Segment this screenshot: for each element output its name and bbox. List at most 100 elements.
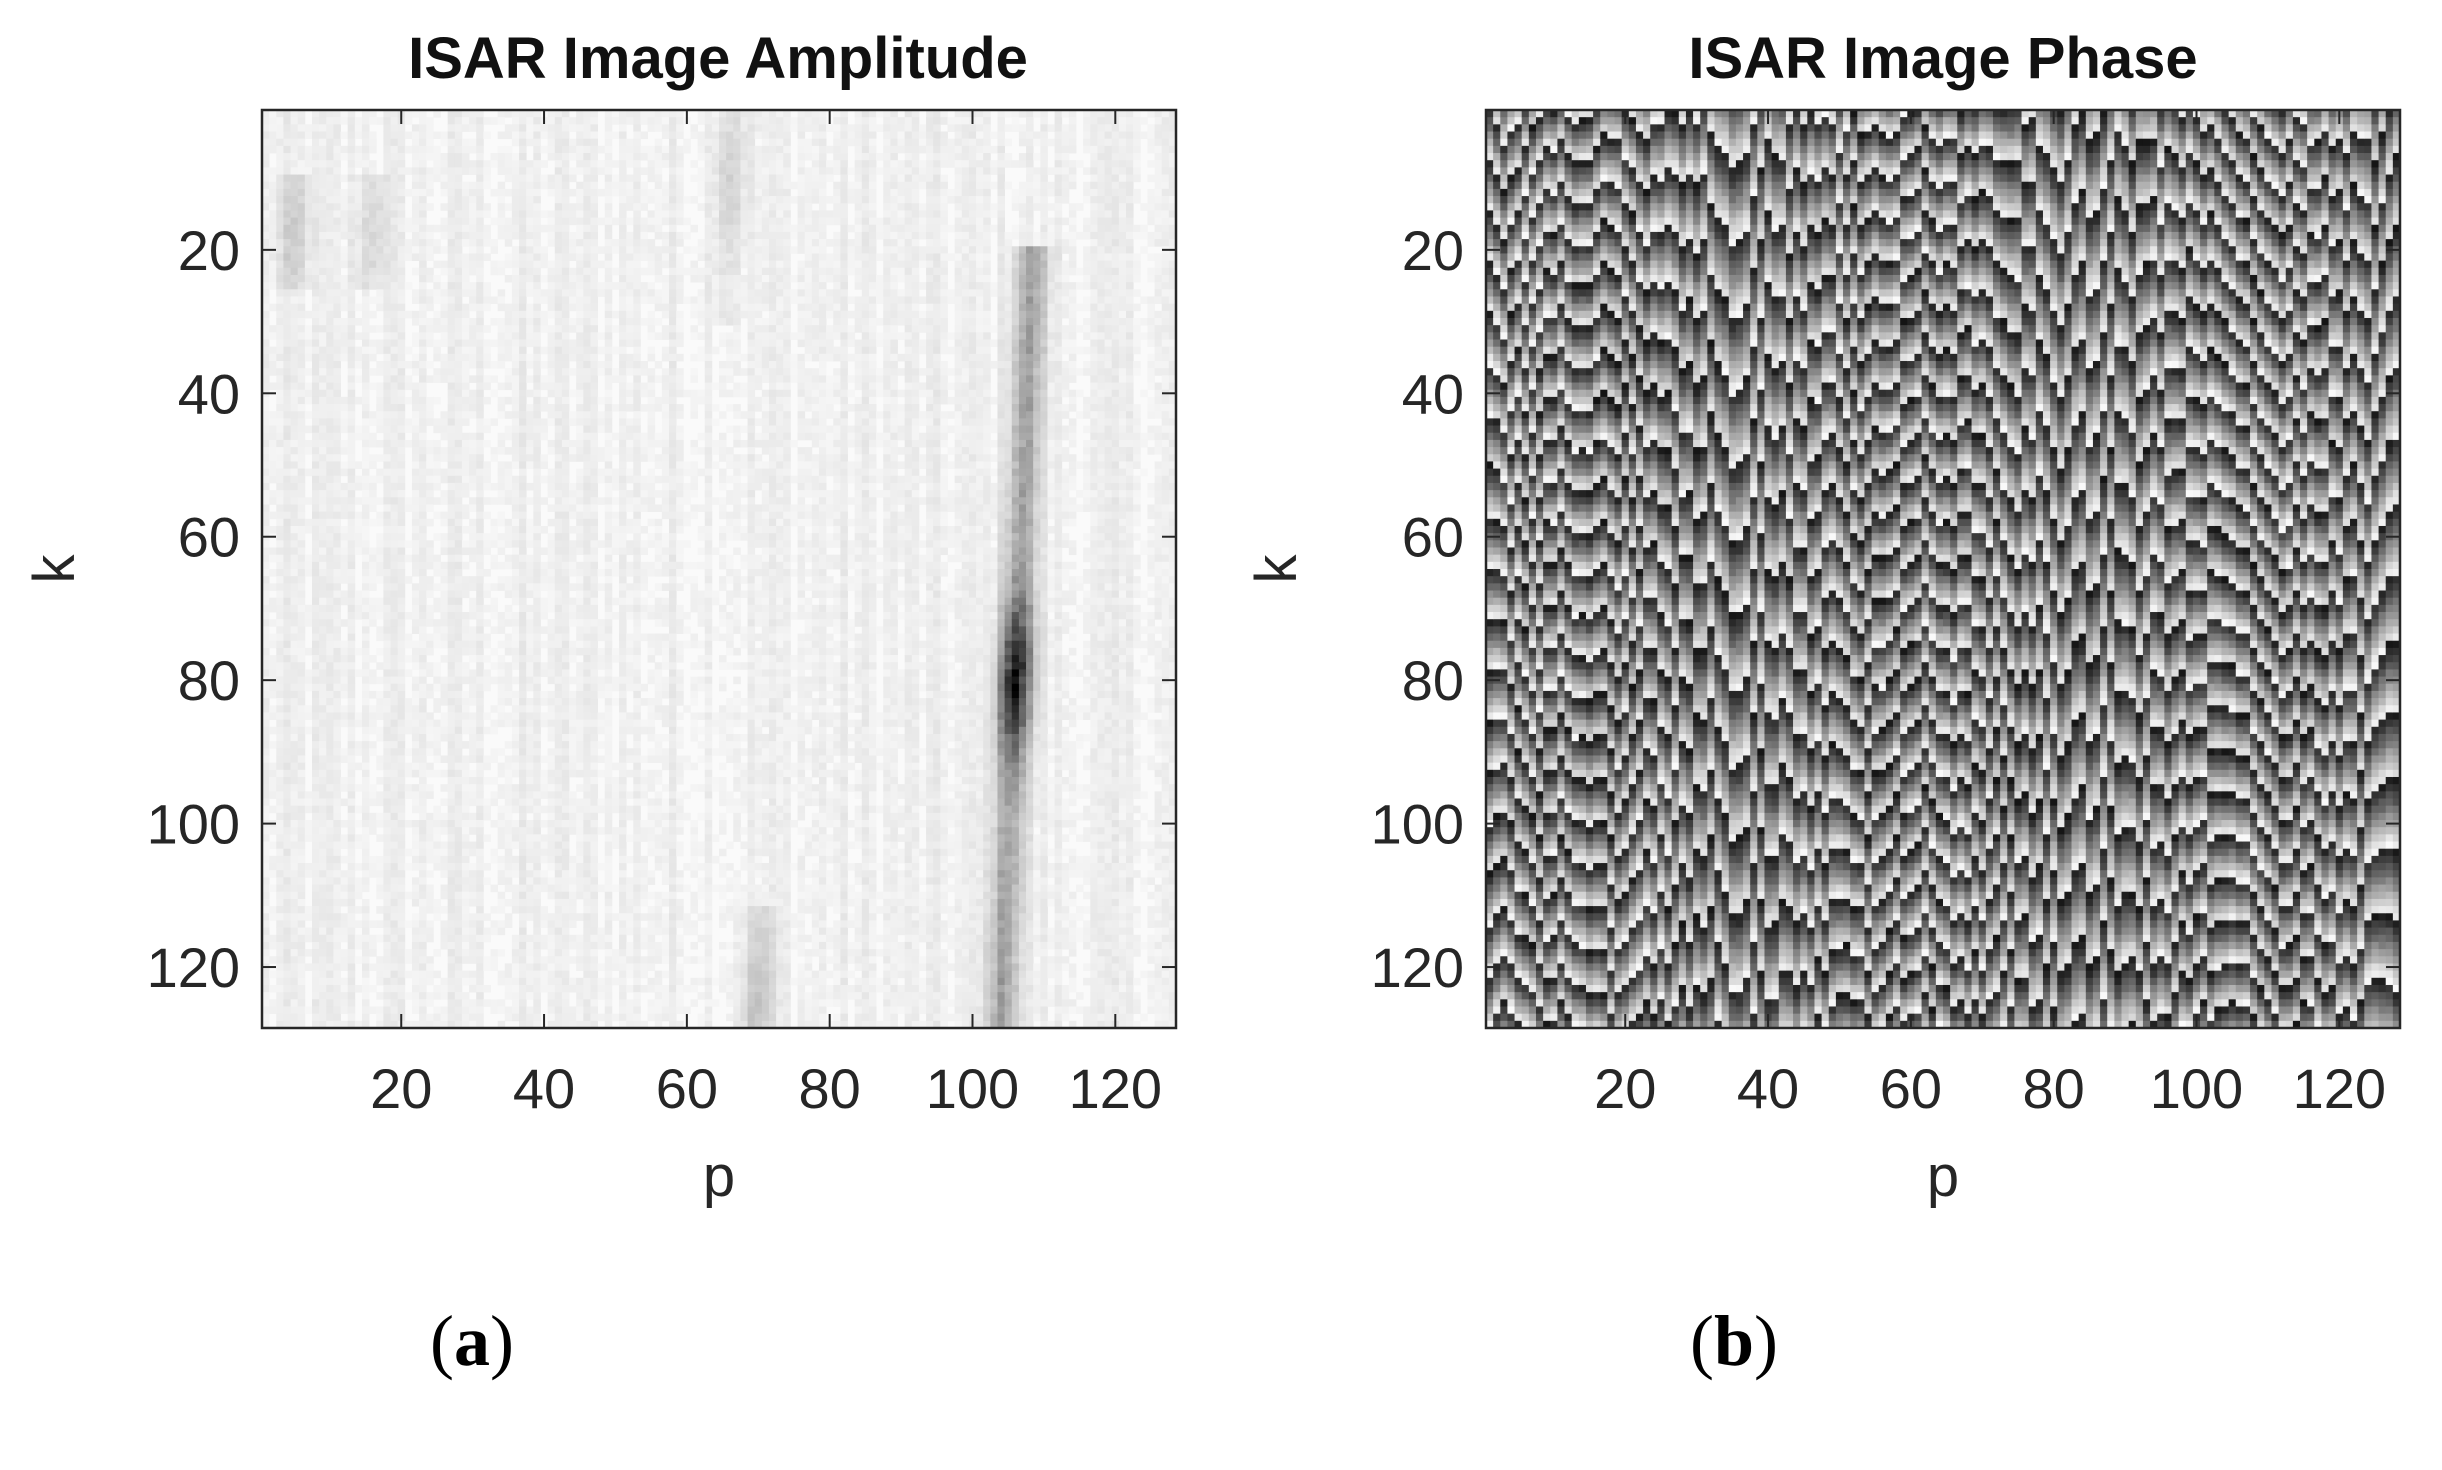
amplitude-cell xyxy=(297,1020,306,1029)
amplitude-cell xyxy=(333,346,341,355)
amplitude-cell xyxy=(262,160,270,168)
amplitude-cell xyxy=(297,246,306,254)
amplitude-cell xyxy=(262,346,270,355)
amplitude-cell xyxy=(547,877,556,885)
amplitude-cell xyxy=(340,690,349,699)
amplitude-cell xyxy=(511,518,520,527)
amplitude-cell xyxy=(561,411,570,419)
amplitude-cell xyxy=(361,927,370,936)
amplitude-cell xyxy=(283,1020,291,1029)
amplitude-cell xyxy=(333,669,341,677)
amplitude-cell xyxy=(526,117,534,125)
amplitude-cell xyxy=(511,439,520,448)
amplitude-cell xyxy=(276,726,284,735)
amplitude-cell xyxy=(276,447,284,455)
amplitude-cell xyxy=(469,468,477,477)
amplitude-cell xyxy=(297,604,306,613)
amplitude-cell xyxy=(390,633,399,642)
amplitude-cell xyxy=(283,160,291,168)
amplitude-cell xyxy=(333,332,341,340)
amplitude-cell xyxy=(326,490,334,498)
amplitude-cell xyxy=(376,210,384,218)
amplitude-cell xyxy=(376,820,384,828)
amplitude-cell xyxy=(276,676,284,685)
amplitude-cell xyxy=(547,117,556,125)
amplitude-cell xyxy=(354,425,363,434)
amplitude-cell xyxy=(454,619,463,627)
amplitude-cell xyxy=(454,188,463,197)
amplitude-cell xyxy=(583,712,591,721)
amplitude-cell xyxy=(397,776,406,785)
amplitude-cell xyxy=(576,346,584,355)
amplitude-cell xyxy=(283,145,291,154)
amplitude-cell xyxy=(519,210,527,218)
amplitude-cell xyxy=(369,812,377,821)
amplitude-cell xyxy=(526,317,534,326)
amplitude-cell xyxy=(419,317,427,326)
amplitude-cell xyxy=(276,181,284,190)
amplitude-cell xyxy=(262,920,270,928)
amplitude-cell xyxy=(590,110,599,118)
amplitude-cell xyxy=(340,188,349,197)
amplitude-cell xyxy=(411,432,420,441)
amplitude-cell xyxy=(376,339,384,348)
amplitude-cell xyxy=(319,117,327,125)
amplitude-cell xyxy=(519,612,527,620)
amplitude-cell xyxy=(411,490,420,498)
amplitude-cell xyxy=(354,877,363,885)
amplitude-cell xyxy=(490,963,499,972)
amplitude-cell xyxy=(369,131,377,140)
amplitude-cell xyxy=(533,296,541,305)
amplitude-cell xyxy=(469,461,477,469)
amplitude-cell xyxy=(511,554,520,563)
amplitude-cell xyxy=(540,569,549,577)
amplitude-cell xyxy=(554,353,563,362)
amplitude-cell xyxy=(511,827,520,835)
amplitude-cell xyxy=(554,619,563,627)
amplitude-cell xyxy=(569,454,577,462)
amplitude-cell xyxy=(333,296,341,305)
amplitude-cell xyxy=(390,791,399,799)
amplitude-cell xyxy=(426,188,434,197)
amplitude-cell xyxy=(326,662,334,670)
amplitude-cell xyxy=(469,325,477,333)
amplitude-cell xyxy=(469,655,477,663)
amplitude-cell xyxy=(490,820,499,828)
amplitude-cell xyxy=(526,253,534,262)
amplitude-cell xyxy=(454,274,463,283)
amplitude-cell xyxy=(262,396,270,405)
amplitude-cell xyxy=(490,855,499,864)
amplitude-cell xyxy=(397,647,406,656)
amplitude-cell xyxy=(319,482,327,491)
amplitude-cell xyxy=(419,353,427,362)
amplitude-cell xyxy=(297,913,306,921)
amplitude-cell xyxy=(590,124,599,132)
amplitude-cell xyxy=(383,805,391,814)
amplitude-cell xyxy=(504,920,513,928)
amplitude-cell xyxy=(276,870,284,878)
amplitude-cell xyxy=(262,518,270,527)
amplitude-cell xyxy=(576,518,584,527)
amplitude-cell xyxy=(276,1006,284,1015)
amplitude-cell xyxy=(383,769,391,778)
amplitude-cell xyxy=(504,160,513,168)
amplitude-cell xyxy=(311,525,320,534)
amplitude-cell xyxy=(476,145,484,154)
amplitude-cell xyxy=(340,669,349,677)
amplitude-cell xyxy=(533,891,541,900)
amplitude-cell xyxy=(411,482,420,491)
amplitude-cell xyxy=(497,432,506,441)
amplitude-cell xyxy=(419,776,427,785)
amplitude-cell xyxy=(426,906,434,914)
amplitude-cell xyxy=(511,404,520,412)
amplitude-cell xyxy=(554,533,563,541)
amplitude-cell xyxy=(269,604,277,613)
amplitude-cell xyxy=(354,303,363,312)
amplitude-cell xyxy=(547,260,556,269)
amplitude-cell xyxy=(354,153,363,161)
amplitude-cell xyxy=(333,776,341,785)
amplitude-cell xyxy=(554,769,563,778)
amplitude-cell xyxy=(340,963,349,972)
amplitude-cell xyxy=(526,934,534,943)
amplitude-cell xyxy=(311,733,320,742)
